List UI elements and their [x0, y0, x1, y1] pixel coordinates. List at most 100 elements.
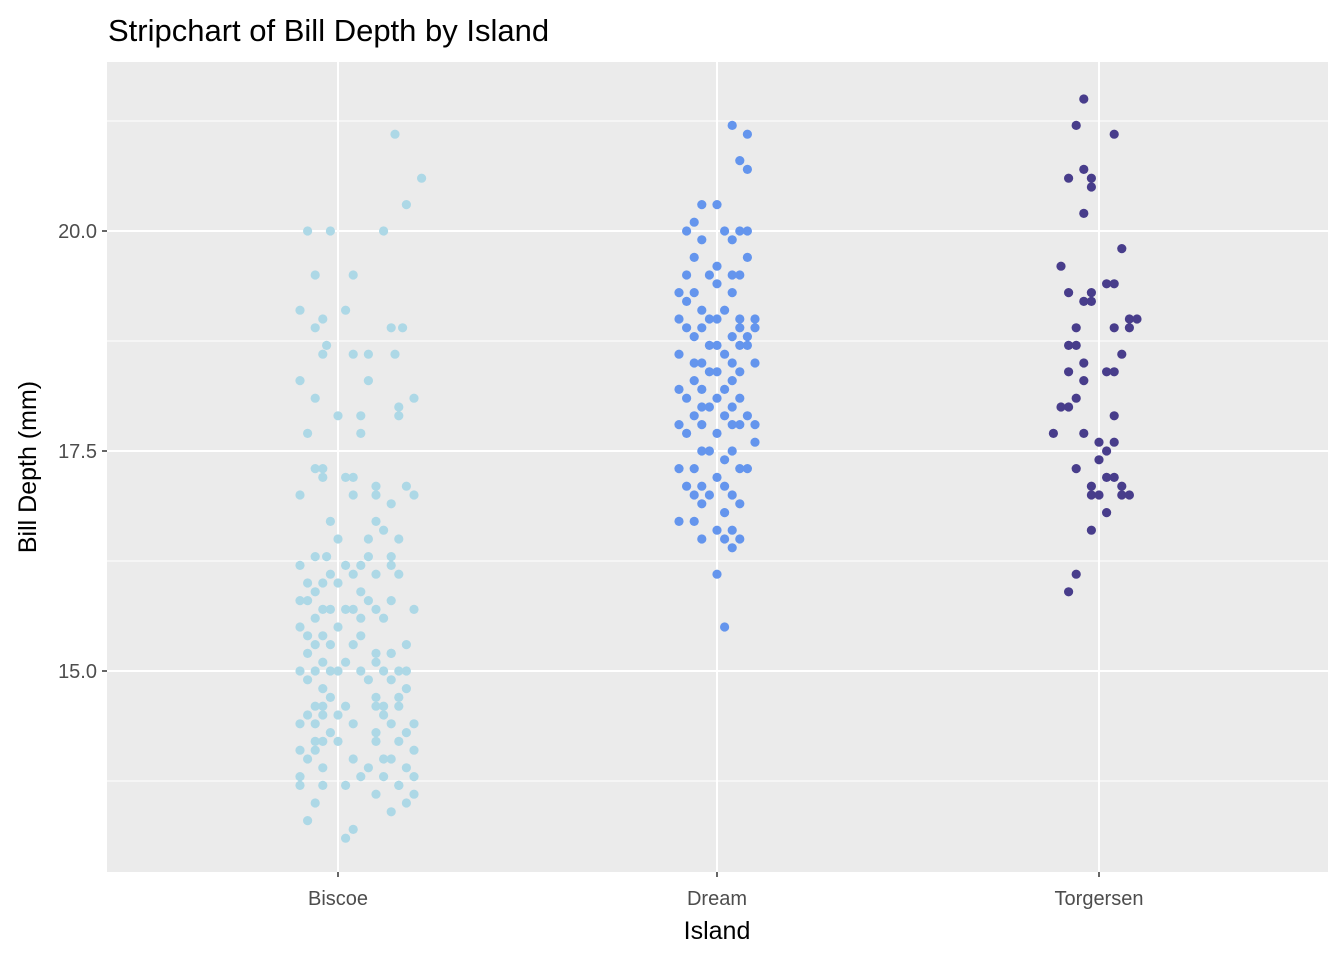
data-point-dream — [704, 340, 715, 350]
x-tick-label: Dream — [687, 888, 747, 910]
data-point-biscoe — [341, 472, 351, 482]
data-point-biscoe — [371, 657, 381, 667]
data-point-biscoe — [333, 578, 343, 588]
data-point-biscoe — [394, 411, 404, 421]
data-point-torgersen — [1071, 340, 1081, 350]
data-point-biscoe — [325, 604, 335, 615]
data-point-dream — [727, 420, 737, 430]
data-point-biscoe — [356, 772, 366, 782]
data-point-biscoe — [295, 560, 305, 571]
data-point-torgersen — [1086, 173, 1096, 183]
data-point-dream — [712, 367, 722, 377]
data-point-dream — [750, 323, 760, 333]
data-point-dream — [712, 472, 722, 482]
data-point-dream — [697, 200, 707, 210]
data-point-torgersen — [1094, 490, 1104, 500]
data-point-biscoe — [379, 772, 389, 782]
data-point-biscoe — [401, 481, 411, 491]
data-point-torgersen — [1056, 402, 1066, 412]
data-point-dream — [689, 376, 699, 386]
data-point-dream — [674, 464, 684, 474]
data-point-torgersen — [1064, 288, 1074, 298]
data-point-torgersen — [1109, 367, 1119, 377]
data-point-dream — [727, 402, 737, 412]
data-point-dream — [742, 332, 753, 342]
data-point-dream — [735, 367, 745, 377]
data-point-biscoe — [303, 226, 313, 236]
data-point-biscoe — [318, 780, 328, 791]
data-point-dream — [727, 543, 737, 553]
data-point-dream — [689, 252, 699, 262]
data-point-dream — [735, 340, 745, 350]
data-point-dream — [674, 516, 684, 527]
data-point-biscoe — [322, 340, 332, 350]
data-point-biscoe — [386, 552, 396, 562]
data-point-torgersen — [1109, 411, 1119, 421]
data-point-biscoe — [310, 270, 320, 280]
data-point-biscoe — [356, 587, 366, 597]
data-point-dream — [697, 446, 707, 456]
data-point-biscoe — [325, 226, 335, 236]
data-point-dream — [697, 402, 707, 412]
data-point-biscoe — [325, 666, 335, 676]
data-point-biscoe — [379, 226, 389, 236]
data-point-biscoe — [341, 560, 351, 571]
data-point-biscoe — [295, 745, 305, 755]
data-point-biscoe — [318, 701, 328, 711]
data-point-biscoe — [363, 763, 373, 773]
data-point-biscoe — [356, 613, 366, 623]
data-point-dream — [689, 358, 699, 368]
data-point-dream — [674, 314, 684, 324]
data-point-dream — [720, 622, 730, 632]
data-point-torgersen — [1124, 490, 1134, 500]
data-point-biscoe — [348, 604, 358, 615]
data-point-biscoe — [325, 692, 335, 703]
data-point-biscoe — [379, 613, 389, 623]
y-tick-label: 17.5 — [58, 441, 97, 463]
data-point-biscoe — [348, 824, 358, 835]
data-point-dream — [727, 446, 737, 456]
data-point-biscoe — [318, 314, 328, 324]
data-point-torgersen — [1086, 525, 1096, 535]
data-point-biscoe — [356, 411, 366, 421]
data-point-dream — [720, 411, 730, 421]
data-point-biscoe — [356, 428, 366, 438]
data-point-biscoe — [295, 490, 305, 500]
data-point-biscoe — [371, 701, 381, 711]
data-point-dream — [712, 200, 722, 210]
data-point-torgersen — [1117, 244, 1127, 254]
data-point-torgersen — [1086, 481, 1096, 491]
data-point-dream — [742, 464, 753, 474]
data-point-biscoe — [409, 393, 419, 403]
data-point-biscoe — [371, 692, 381, 703]
data-point-torgersen — [1086, 288, 1096, 298]
data-point-biscoe — [409, 789, 419, 799]
data-point-biscoe — [363, 349, 373, 359]
data-point-biscoe — [333, 411, 343, 421]
data-point-dream — [697, 420, 707, 430]
data-point-biscoe — [325, 640, 335, 650]
data-point-dream — [682, 296, 692, 306]
data-point-biscoe — [401, 684, 411, 694]
data-point-biscoe — [295, 305, 305, 315]
data-point-dream — [712, 393, 722, 403]
data-point-biscoe — [318, 657, 328, 667]
data-point-dream — [735, 226, 745, 236]
data-point-biscoe — [310, 666, 320, 676]
data-point-biscoe — [348, 569, 358, 579]
data-point-biscoe — [417, 173, 427, 183]
data-point-dream — [674, 349, 684, 359]
data-point-torgersen — [1109, 279, 1119, 289]
data-point-biscoe — [318, 736, 328, 747]
data-point-biscoe — [394, 569, 404, 579]
data-point-biscoe — [303, 710, 313, 720]
data-point-dream — [727, 376, 737, 386]
data-point-biscoe — [386, 754, 396, 764]
data-point-biscoe — [310, 798, 320, 808]
data-point-biscoe — [386, 675, 396, 685]
data-point-biscoe — [318, 684, 328, 694]
data-point-biscoe — [310, 701, 320, 711]
data-point-torgersen — [1071, 464, 1081, 474]
data-point-biscoe — [390, 349, 400, 359]
data-point-biscoe — [401, 640, 411, 650]
